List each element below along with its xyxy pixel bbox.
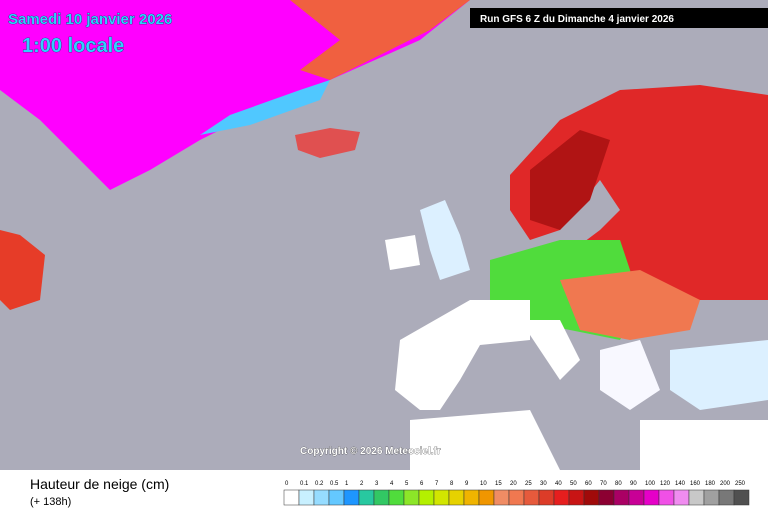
legend-label: 0.5 [330, 481, 339, 487]
legend-swatch [373, 489, 390, 506]
run-box [470, 8, 768, 28]
legend-swatch [703, 489, 720, 506]
legend-label: 250 [735, 481, 746, 487]
legend-label: 40 [555, 481, 562, 487]
legend-label: 200 [720, 481, 731, 487]
middle-east [640, 420, 768, 470]
legend-swatch [403, 489, 420, 506]
legend-swatch [628, 489, 645, 506]
italy [520, 320, 580, 380]
map-time: 1:00 locale [22, 35, 124, 57]
great-britain [420, 200, 470, 280]
legend-swatch [433, 489, 450, 506]
legend-swatch [598, 489, 615, 506]
legend-label: 70 [600, 481, 607, 487]
greenland-coast [290, 0, 470, 80]
legend-label: 0.2 [315, 481, 324, 487]
turkey [670, 340, 768, 410]
legend-label: 90 [630, 481, 637, 487]
legend-label: 80 [615, 481, 622, 487]
legend-swatch [658, 489, 675, 506]
legend-label: 180 [705, 481, 716, 487]
legend-swatch [463, 489, 480, 506]
legend-label: 20 [510, 481, 517, 487]
legend-label: 9 [465, 481, 469, 487]
legend-label: 0 [285, 481, 289, 487]
legend-swatch [508, 489, 525, 506]
legend-label: 0.1 [300, 481, 309, 487]
legend-swatch [553, 489, 570, 506]
legend-label: 15 [495, 481, 502, 487]
eastern-europe [560, 270, 700, 340]
legend-swatch [388, 489, 405, 506]
legend-swatch [718, 489, 735, 506]
legend-title: Hauteur de neige (cm) [30, 476, 169, 492]
legend-label: 8 [450, 481, 454, 487]
legend-swatch [523, 489, 540, 506]
legend-label: 1 [345, 481, 349, 487]
map-date: Samedi 10 janvier 2026 [8, 11, 172, 28]
north-africa [410, 410, 560, 470]
balkans [600, 340, 660, 410]
legend-label: 2 [360, 481, 364, 487]
legend-swatch [493, 489, 510, 506]
ireland [385, 235, 420, 270]
legend-swatch [538, 489, 555, 506]
legend-label: 7 [435, 481, 439, 487]
legend-swatch [358, 489, 375, 506]
legend-swatch [418, 489, 435, 506]
legend-label: 3 [375, 481, 379, 487]
copyright: Copyright © 2026 Meteociel.fr [300, 446, 441, 457]
legend-label: 50 [570, 481, 577, 487]
legend-label: 30 [540, 481, 547, 487]
legend-label: 140 [675, 481, 686, 487]
legend-swatch [328, 489, 345, 506]
legend-swatch [643, 489, 660, 506]
legend-swatch [613, 489, 630, 506]
legend-swatch [283, 489, 300, 506]
legend-lead: (+ 138h) [30, 496, 71, 508]
legend-label: 160 [690, 481, 701, 487]
legend-label: 25 [525, 481, 532, 487]
iberia-france [395, 300, 530, 410]
legend-label: 4 [390, 481, 394, 487]
legend-swatch [583, 489, 600, 506]
legend-swatch [478, 489, 495, 506]
legend-swatch [568, 489, 585, 506]
legend-label: 120 [660, 481, 671, 487]
legend-label: 10 [480, 481, 487, 487]
legend-label: 100 [645, 481, 656, 487]
scandinavia [530, 130, 610, 230]
legend-label: 5 [405, 481, 409, 487]
labrador [0, 230, 45, 310]
greenland-coast [200, 80, 330, 135]
legend-label: 60 [585, 481, 592, 487]
run-info: Run GFS 6 Z du Dimanche 4 janvier 2026 [480, 14, 674, 25]
legend-swatch [733, 489, 750, 506]
legend-swatch [673, 489, 690, 506]
legend-swatch [298, 489, 315, 506]
legend-swatch [688, 489, 705, 506]
legend-swatch [448, 489, 465, 506]
iceland [295, 128, 360, 158]
legend-label: 6 [420, 481, 424, 487]
legend-swatch [343, 489, 360, 506]
legend-swatch [313, 489, 330, 506]
